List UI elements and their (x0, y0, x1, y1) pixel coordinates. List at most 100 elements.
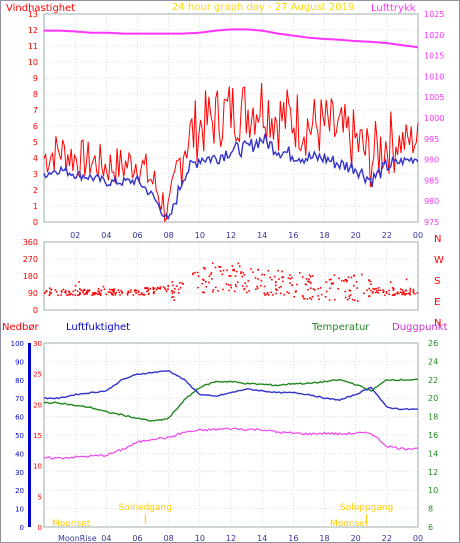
direction-point (86, 290, 88, 293)
direction-point (232, 269, 234, 271)
direction-point (291, 284, 293, 286)
direction-y-tick-label: 270 (23, 255, 38, 264)
direction-point (314, 289, 316, 291)
direction-point (121, 292, 123, 294)
direction-point (345, 280, 348, 283)
direction-point (317, 287, 319, 290)
direction-point (344, 290, 347, 293)
wind-y-tick-label: 12 (28, 26, 38, 35)
direction-point (78, 294, 80, 296)
wind-y-tick-label: 6 (33, 122, 38, 131)
direction-y-tick-label: 90 (28, 289, 38, 298)
direction-point (102, 285, 105, 288)
direction-point (260, 279, 263, 282)
temperature-y-tick-label: 20 (428, 394, 438, 403)
rain-label: Nedbør (2, 322, 39, 333)
direction-point (219, 270, 222, 272)
direction-point (413, 293, 416, 295)
climate-grid (44, 342, 419, 528)
direction-point (263, 292, 265, 295)
direction-point (317, 295, 319, 297)
direction-point (382, 291, 385, 293)
direction-point (49, 291, 51, 294)
direction-point (159, 286, 162, 288)
direction-point (299, 272, 301, 274)
direction-point (254, 277, 257, 279)
direction-point (283, 293, 285, 296)
direction-point (330, 282, 333, 284)
direction-point (68, 294, 70, 296)
direction-point (343, 280, 345, 282)
sun-annotation-label: Soloppgang (340, 503, 393, 513)
direction-point (366, 289, 368, 292)
direction-point (165, 290, 168, 293)
direction-point (233, 269, 235, 272)
rain-y-tick-label: 50 (15, 432, 24, 440)
humidity-y-tick-label: 15 (33, 432, 42, 440)
direction-point (401, 289, 404, 291)
direction-point (256, 285, 258, 288)
direction-point (238, 265, 241, 268)
direction-point (403, 293, 405, 295)
direction-point (277, 269, 279, 272)
pressure-label: Lufttrykk (371, 3, 416, 14)
direction-point (221, 273, 224, 276)
direction-point (85, 292, 87, 294)
direction-point (217, 290, 219, 292)
direction-point (50, 292, 53, 294)
compass-label: W (434, 255, 444, 266)
direction-point (91, 294, 93, 296)
direction-point (68, 291, 71, 294)
direction-point (372, 287, 374, 290)
direction-point (219, 266, 222, 268)
direction-point (83, 293, 86, 295)
wind-x-tick-label: 10 (195, 231, 205, 240)
direction-point (324, 296, 327, 298)
rain-y-tick-label: 60 (15, 414, 24, 422)
direction-point (369, 280, 372, 283)
direction-point (269, 276, 271, 279)
wind-y-tick-label: 5 (33, 138, 38, 147)
direction-point (303, 297, 305, 300)
direction-point (233, 268, 235, 271)
direction-point (236, 270, 238, 273)
direction-point (250, 268, 252, 270)
direction-point (107, 291, 110, 293)
direction-point (234, 275, 237, 277)
direction-point (329, 287, 331, 289)
pressure-y-tick-label: 985 (424, 176, 439, 185)
direction-point (114, 292, 116, 295)
direction-point (233, 290, 236, 293)
direction-point (209, 273, 212, 276)
direction-point (170, 290, 173, 293)
direction-point (138, 293, 140, 296)
direction-point (172, 284, 174, 287)
direction-point (255, 288, 257, 291)
direction-point (307, 288, 309, 291)
sun-annotation-label: Solnedgang (119, 503, 172, 513)
direction-point (271, 278, 273, 281)
direction-point (98, 293, 101, 295)
direction-point (113, 290, 115, 292)
direction-point (404, 294, 406, 296)
direction-point (241, 285, 244, 287)
sun-annotations: Solnedgang Soloppgang (119, 503, 393, 524)
direction-point (398, 292, 400, 295)
direction-point (129, 291, 132, 293)
direction-point (173, 291, 176, 293)
direction-point (140, 293, 142, 296)
dewpoint-series-line (43, 427, 419, 460)
direction-left-axis: 0 90 180 270 360 (23, 238, 38, 315)
climate-x-tick-label: 00 (413, 534, 423, 543)
direction-point (368, 279, 370, 282)
direction-point (286, 291, 288, 293)
direction-point (281, 270, 283, 273)
direction-point (230, 275, 232, 277)
direction-point (79, 288, 81, 290)
direction-point (274, 284, 277, 287)
pressure-right-axis: 975 980 985 990 995 1000 1005 1010 1015 1020 1025 (424, 10, 444, 227)
direction-point (363, 292, 365, 295)
direction-point (412, 288, 415, 291)
direction-point (267, 294, 270, 296)
direction-point (93, 292, 96, 295)
